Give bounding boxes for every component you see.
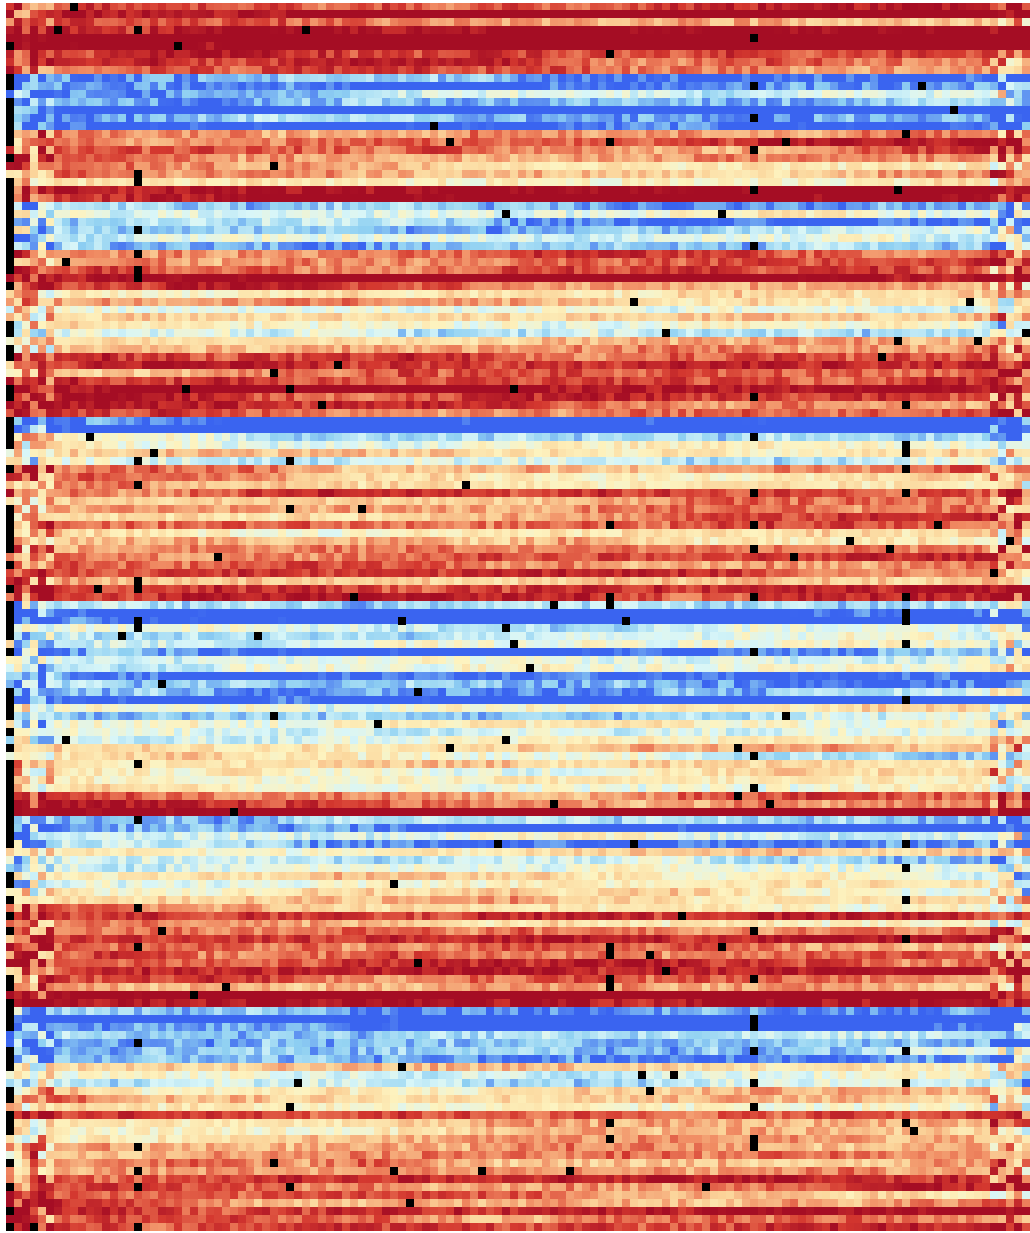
heatmap-canvas [6, 3, 1030, 1231]
